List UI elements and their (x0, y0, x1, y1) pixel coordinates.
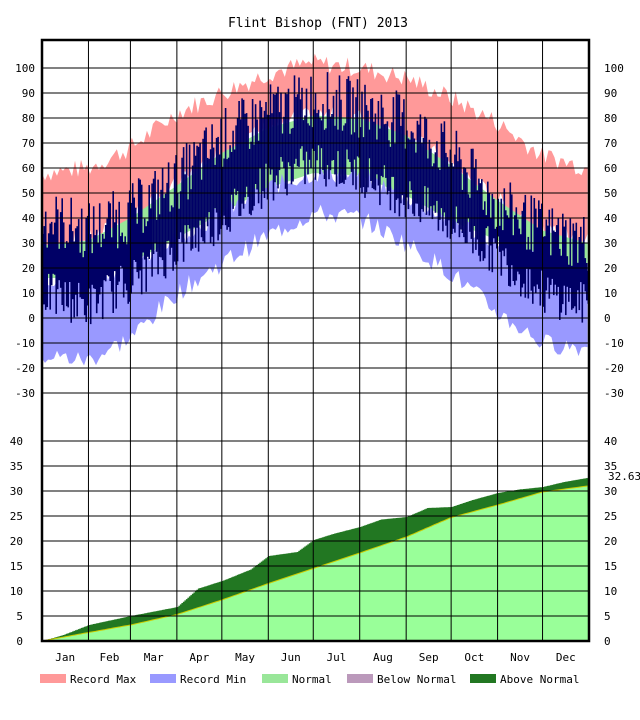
month-tick-label: May (235, 651, 255, 664)
temp-tick-label-right: -30 (604, 387, 624, 400)
observed-daily-bars (41, 72, 590, 325)
gridlines (40, 38, 591, 643)
temp-tick-label-right: 70 (604, 137, 617, 150)
temp-tick-label-left: 100 (15, 62, 35, 75)
temp-tick-label-right: 10 (604, 287, 617, 300)
temp-tick-label-right: 20 (604, 262, 617, 275)
month-tick-label: Mar (144, 651, 164, 664)
month-tick-label: Jan (55, 651, 75, 664)
precip-tick-label-right: 20 (604, 535, 617, 548)
precip-tick-label-left: 35 (10, 460, 23, 473)
month-tick-label: Aug (373, 651, 393, 664)
month-tick-label: Oct (464, 651, 484, 664)
legend-label: Below Normal (377, 673, 456, 686)
precip-tick-label-left: 10 (10, 585, 23, 598)
temp-tick-label-right: 80 (604, 112, 617, 125)
legend-swatch (470, 674, 496, 683)
temp-tick-label-left: -30 (15, 387, 35, 400)
precip-tick-label-right: 25 (604, 510, 617, 523)
temp-tick-label-left: 20 (22, 262, 35, 275)
precip-tick-label-right: 15 (604, 560, 617, 573)
temp-tick-label-right: 40 (604, 212, 617, 225)
temp-tick-label-right: -20 (604, 362, 624, 375)
precip-tick-label-right: 30 (604, 485, 617, 498)
legend-swatch (40, 674, 66, 683)
precip-tick-label-right: 35 (604, 460, 617, 473)
month-tick-label: Dec (556, 651, 576, 664)
precip-tick-label-right: 40 (604, 435, 617, 448)
precip-tick-label-left: 5 (16, 610, 23, 623)
chart-title: Flint Bishop (FNT) 2013 (228, 16, 408, 31)
month-tick-label: Apr (189, 651, 209, 664)
temp-tick-label-left: 90 (22, 87, 35, 100)
temp-tick-label-right: 30 (604, 237, 617, 250)
temp-tick-label-left: 70 (22, 137, 35, 150)
legend-label: Above Normal (500, 673, 579, 686)
plot-frame (40, 38, 591, 643)
temp-tick-label-left: 0 (28, 312, 35, 325)
temp-tick-label-right: 90 (604, 87, 617, 100)
precip-tick-label-right: 0 (604, 635, 611, 648)
temperature-panel (41, 53, 590, 366)
temp-tick-label-left: 40 (22, 212, 35, 225)
month-tick-label: Feb (100, 651, 120, 664)
normal-precip-area (42, 486, 589, 641)
precip-tick-label-left: 0 (16, 635, 23, 648)
legend: Record Max Record Min Normal Below Normal Ab… (40, 673, 579, 686)
legend-swatch (150, 674, 176, 683)
precip-tick-label-left: 25 (10, 510, 23, 523)
month-tick-label: Nov (510, 651, 530, 664)
temp-tick-label-right: 100 (604, 62, 624, 75)
precip-tick-label-left: 15 (10, 560, 23, 573)
legend-swatch (347, 674, 373, 683)
precip-tick-label-left: 20 (10, 535, 23, 548)
month-tick-label: Jul (327, 651, 347, 664)
temp-tick-label-right: -10 (604, 337, 624, 350)
precip-tick-label-right: 5 (604, 610, 611, 623)
legend-label: Record Max (70, 673, 137, 686)
temp-tick-label-left: 30 (22, 237, 35, 250)
precipitation-panel (41, 477, 589, 642)
precip-tick-label-right: 10 (604, 585, 617, 598)
precip-total-label: 32.63 (608, 470, 640, 483)
legend-label: Normal (292, 673, 332, 686)
temp-tick-label-right: 0 (604, 312, 611, 325)
temp-tick-label-left: 10 (22, 287, 35, 300)
record-min-area (42, 165, 588, 366)
legend-swatch (262, 674, 288, 683)
temp-tick-label-left: -20 (15, 362, 35, 375)
precip-tick-label-left: 40 (10, 435, 23, 448)
temp-tick-label-left: 80 (22, 112, 35, 125)
temp-tick-label-left: 50 (22, 187, 35, 200)
precip-tick-label-left: 30 (10, 485, 23, 498)
temp-tick-label-left: -10 (15, 337, 35, 350)
month-tick-label: Sep (419, 651, 439, 664)
temp-tick-label-left: 60 (22, 162, 35, 175)
legend-label: Record Min (180, 673, 246, 686)
temp-tick-label-right: 60 (604, 162, 617, 175)
month-tick-label: Jun (281, 651, 301, 664)
temp-tick-label-right: 50 (604, 187, 617, 200)
normal-precip-line (41, 485, 588, 642)
